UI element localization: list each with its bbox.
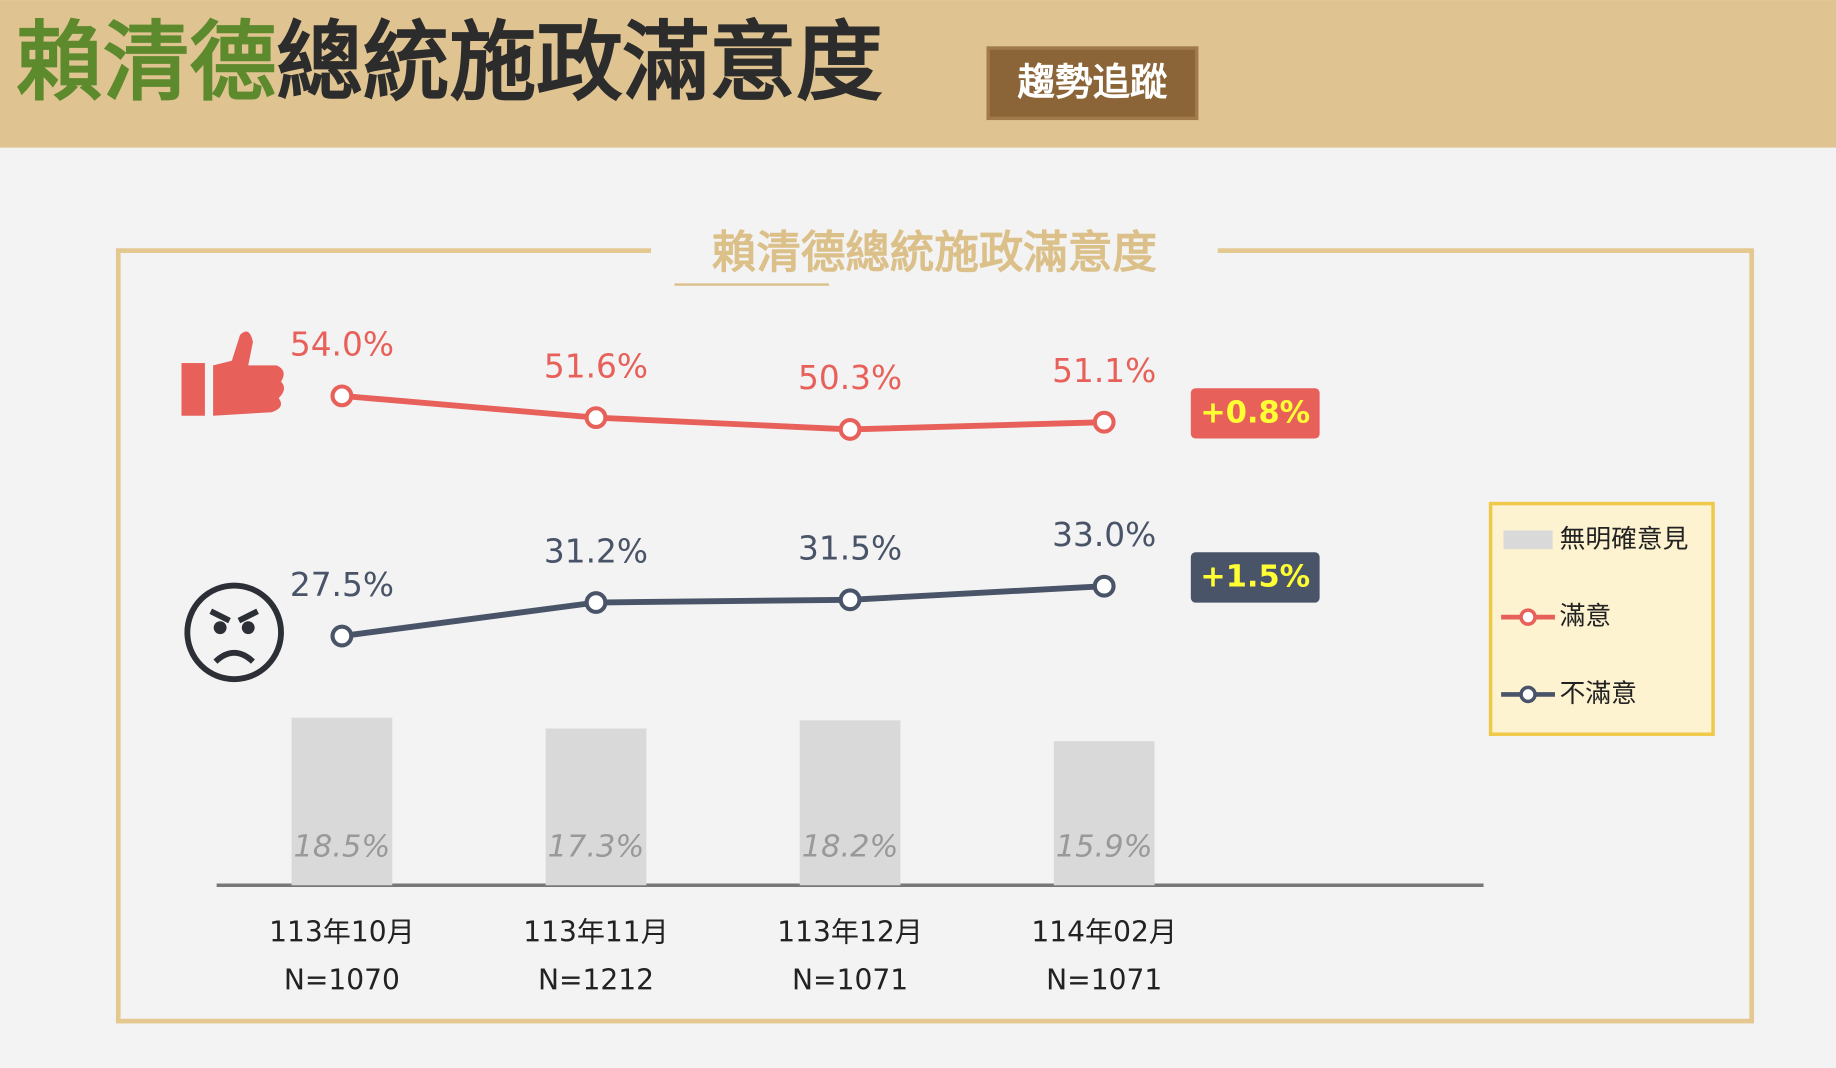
change-badge [1190, 552, 1320, 603]
value-label: 50.3% [798, 359, 902, 397]
legend-label: 不滿意 [1560, 679, 1637, 709]
bar [1053, 741, 1155, 886]
bar-value-label: 17.3% [548, 829, 645, 864]
bar-value-label: 18.2% [802, 829, 899, 864]
bar [291, 717, 393, 886]
x-tick-label: 113年11月 [523, 915, 669, 948]
value-label: 27.5% [290, 566, 394, 604]
value-label: 54.0% [290, 326, 394, 364]
line [341, 392, 1105, 433]
sample-size: N=1071 [792, 963, 908, 996]
value-label: 51.6% [544, 347, 648, 385]
sample-size: N=1070 [284, 963, 400, 996]
legend-swatch [1519, 685, 1537, 704]
sample-size: N=1071 [1046, 963, 1162, 996]
value-label: 31.2% [544, 532, 648, 570]
title-highlight: 賴清德 [16, 13, 276, 113]
header-title: 賴清德總統施政滿意度 [16, 13, 883, 113]
chart-title: 賴清德總統施政滿意度 [712, 227, 1157, 278]
title-rest: 總統施政滿意度 [276, 13, 883, 113]
bar [799, 720, 901, 886]
value-label: 31.5% [798, 530, 902, 568]
thumbs-up-icon [181, 331, 285, 416]
legend-label: 滿意 [1560, 602, 1612, 632]
header-band [0, 0, 1836, 148]
bar-value-label: 15.9% [1056, 829, 1153, 864]
title-gap [651, 234, 1218, 282]
point [330, 624, 354, 648]
bar [545, 728, 647, 886]
change-label: +1.5% [1200, 560, 1310, 595]
point [330, 384, 354, 408]
badge [986, 46, 1199, 121]
point [838, 417, 862, 441]
line [341, 583, 1105, 639]
legend-swatch [1519, 608, 1537, 626]
point [1092, 410, 1116, 434]
point [584, 406, 608, 430]
bar-value-label: 18.5% [294, 829, 391, 864]
point [584, 591, 608, 614]
legend-swatch [1503, 530, 1553, 550]
change-label: +0.8% [1200, 395, 1310, 430]
sample-size: N=1212 [538, 963, 654, 996]
angry-face-icon [184, 582, 284, 683]
x-tick-label: 113年10月 [269, 915, 415, 948]
chart-frame [115, 248, 1755, 1024]
value-label: 33.0% [1052, 516, 1156, 554]
value-label: 51.1% [1052, 352, 1156, 390]
badge-text: 趨勢追蹤 [1018, 60, 1168, 104]
point [838, 588, 862, 612]
x-tick-label: 113年12月 [777, 915, 923, 948]
point [1092, 574, 1116, 598]
legend-label: 無明確意見 [1560, 524, 1689, 554]
x-tick-label: 114年02月 [1031, 915, 1177, 948]
change-badge [1190, 388, 1320, 439]
